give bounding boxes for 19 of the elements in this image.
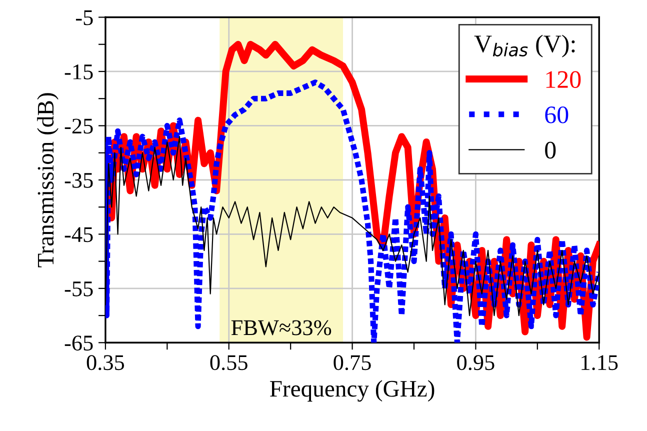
x-tick-label: 0.35 xyxy=(86,355,124,370)
band-label: FBW≈33% xyxy=(231,320,332,336)
x-tick-label: 0.55 xyxy=(210,355,248,370)
y-tick-label: -25 xyxy=(64,118,93,134)
x-tick-label: 1.15 xyxy=(582,355,618,370)
y-tick-label: -45 xyxy=(64,227,93,242)
y-tick-label: -55 xyxy=(64,282,93,296)
y-tick-label: -65 xyxy=(64,336,93,351)
y-axis-title: Transmission (dB) xyxy=(37,93,58,268)
y-tick-label: -35 xyxy=(64,172,93,188)
x-axis-title: Frequency (GHz) xyxy=(270,380,434,402)
x-tick-label: 0.95 xyxy=(457,355,494,370)
legend-label: 60 xyxy=(545,106,568,124)
legend-title: V$_{bias}$ (V): xyxy=(474,34,575,58)
legend-label: 120 xyxy=(546,71,581,88)
legend-label: 0 xyxy=(545,142,556,159)
y-tick-label: -15 xyxy=(64,64,93,80)
y-tick-label: -5 xyxy=(76,10,93,26)
x-tick-label: 0.75 xyxy=(334,355,371,370)
